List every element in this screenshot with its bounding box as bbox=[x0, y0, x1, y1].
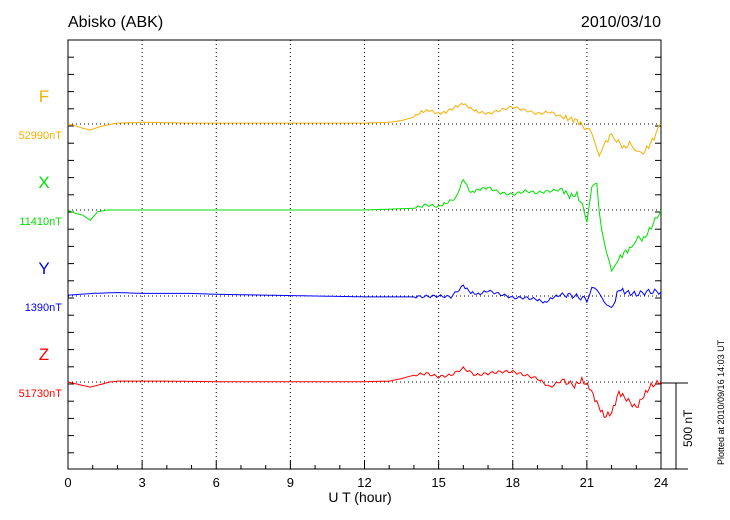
date-label: 2010/03/10 bbox=[581, 14, 661, 31]
station-title: Abisko (ABK) bbox=[68, 14, 163, 31]
plotted-timestamp: Plotted at 2010/09/16 14:03 UT bbox=[716, 339, 726, 465]
series-line-z bbox=[67, 366, 662, 419]
baseline-value-f: 52990nT bbox=[19, 130, 63, 142]
x-axis-label: U T (hour) bbox=[328, 489, 391, 505]
series-line-y bbox=[67, 284, 662, 309]
channel-name-x: X bbox=[38, 173, 49, 192]
baseline-value-z: 51730nT bbox=[19, 388, 63, 400]
x-tick-label: 18 bbox=[506, 475, 520, 490]
scale-bar-label: 500 nT bbox=[681, 409, 695, 447]
x-tick-label: 3 bbox=[139, 475, 146, 490]
x-tick-label: 9 bbox=[287, 475, 294, 490]
x-tick-label: 0 bbox=[64, 475, 71, 490]
series-line-x bbox=[67, 178, 662, 273]
x-tick-label: 21 bbox=[580, 475, 594, 490]
x-tick-label: 24 bbox=[654, 475, 668, 490]
baseline-value-y: 1390nT bbox=[25, 302, 63, 314]
x-tick-label: 15 bbox=[431, 475, 445, 490]
channel-name-f: F bbox=[39, 87, 49, 106]
x-tick-label: 12 bbox=[357, 475, 371, 490]
channel-name-z: Z bbox=[39, 345, 49, 364]
baseline-value-x: 11410nT bbox=[19, 216, 62, 228]
series-line-f bbox=[67, 102, 662, 158]
x-tick-label: 6 bbox=[213, 475, 220, 490]
channel-name-y: Y bbox=[38, 259, 49, 278]
